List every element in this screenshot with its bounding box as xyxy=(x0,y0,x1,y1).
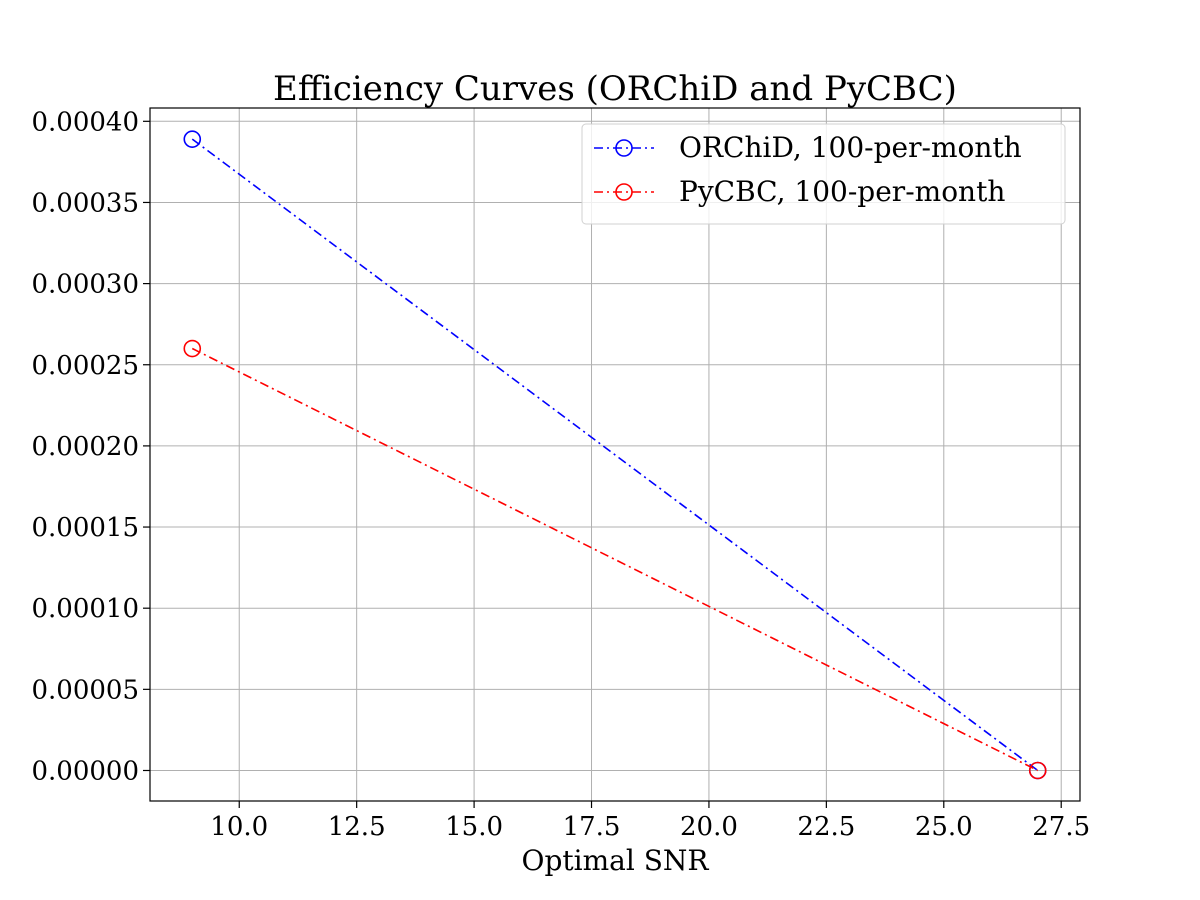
x-tick-label: 20.0 xyxy=(680,812,738,842)
y-tick-label: 0.00000 xyxy=(31,756,139,786)
data-point xyxy=(183,130,202,148)
series-layer xyxy=(183,130,1047,780)
x-tick-label: 17.5 xyxy=(563,812,621,842)
legend-swatch-marker xyxy=(615,139,633,157)
plot-frame xyxy=(149,107,1081,802)
x-tick-label: 27.5 xyxy=(1032,812,1090,842)
ticks: 10.0 12.5 15.0 17.5 20.0 22.5 25.0 27.5 0.00000 0… xyxy=(31,107,1090,842)
y-tick-label: 0.00020 xyxy=(31,432,139,462)
y-tick-label: 0.00010 xyxy=(31,594,139,624)
x-axis-label: Optimal SNR xyxy=(522,844,710,877)
legend-label: ORChiD, 100-per-month xyxy=(679,131,1022,164)
x-tick-label: 25.0 xyxy=(915,812,973,842)
legend: ORChiD, 100-per-month PyCBC, 100-per-mont… xyxy=(581,123,1066,225)
x-tick-label: 10.0 xyxy=(210,812,268,842)
series-line xyxy=(191,138,1039,772)
y-tick-label: 0.00035 xyxy=(31,188,139,218)
legend-box xyxy=(581,123,1066,225)
data-point xyxy=(1028,761,1047,780)
y-tick-label: 0.00025 xyxy=(31,351,139,381)
legend-label: PyCBC, 100-per-month xyxy=(679,175,1005,208)
x-tick-label: 12.5 xyxy=(328,812,386,842)
x-tick-label: 22.5 xyxy=(797,812,855,842)
data-point xyxy=(183,339,202,358)
y-tick-label: 0.00005 xyxy=(31,675,139,705)
x-tick-label: 15.0 xyxy=(445,812,503,842)
y-tick-label: 0.00015 xyxy=(31,513,139,543)
chart-title: Efficiency Curves (ORChiD and PyCBC) xyxy=(273,69,957,109)
legend-swatch-marker xyxy=(615,183,633,201)
y-tick-label: 0.00040 xyxy=(31,107,139,137)
series-line xyxy=(191,347,1039,772)
y-tick-label: 0.00030 xyxy=(31,270,139,300)
